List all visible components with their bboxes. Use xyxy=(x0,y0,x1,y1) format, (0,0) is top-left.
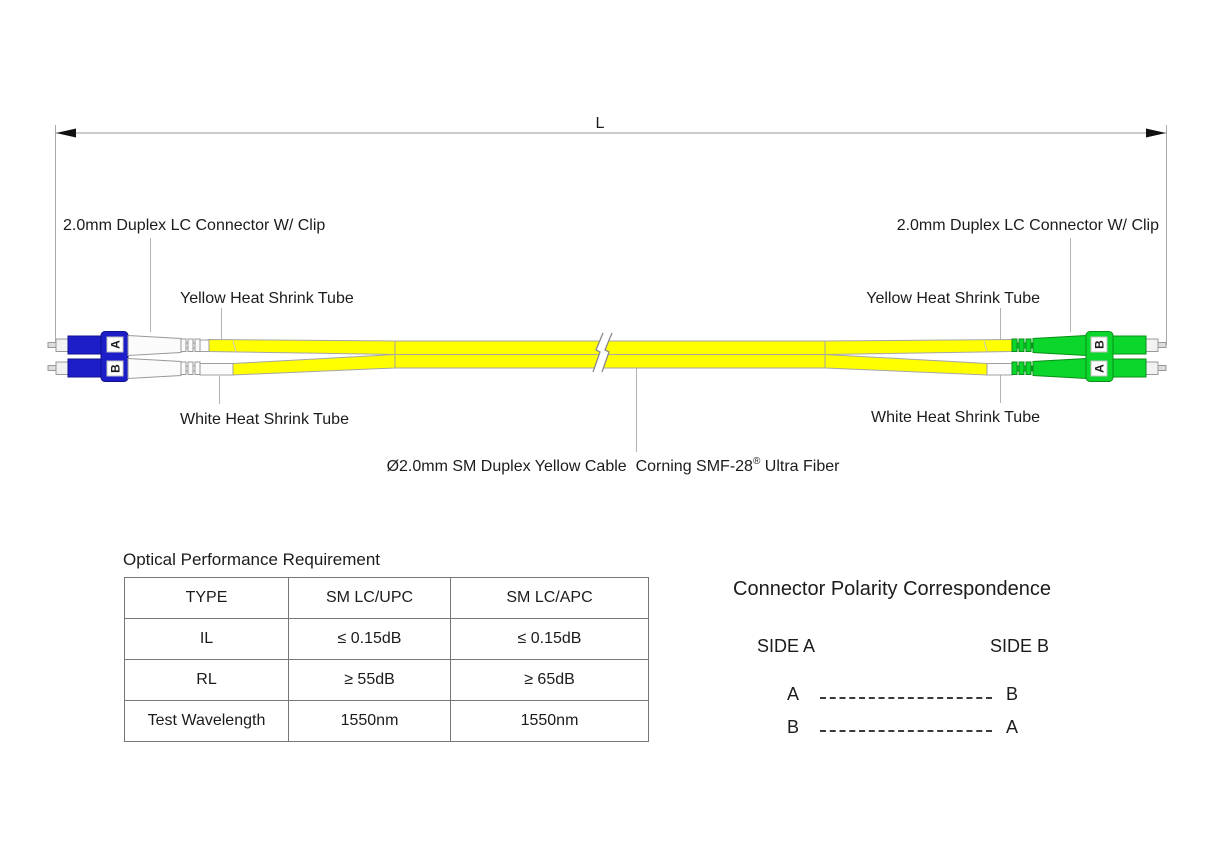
white-piece-top-left xyxy=(199,339,210,352)
table-cell-rl-label: RL xyxy=(125,660,289,701)
cable-band-bottom xyxy=(394,354,826,369)
port-label-square-right-top xyxy=(1090,336,1108,353)
cable-assembly-diagram: L xyxy=(47,115,1167,475)
table-cell-il-apc: ≤ 0.15dB xyxy=(451,619,649,660)
table-cell-rl-upc: ≥ 55dB xyxy=(289,660,451,701)
table-cell-il-upc: ≤ 0.15dB xyxy=(289,619,451,660)
label-connector-right: 2.0mm Duplex LC Connector W/ Clip xyxy=(897,217,1159,234)
break-symbol-icon xyxy=(592,332,613,373)
label-white-hs-left: White Heat Shrink Tube xyxy=(180,411,349,428)
table-header-apc: SM LC/APC xyxy=(451,578,649,619)
white-hs-bottom-right xyxy=(986,363,1013,376)
polarity-row1-from: A xyxy=(787,684,800,704)
cable-tube-bottom-left xyxy=(232,353,396,376)
table-title: Optical Performance Requirement xyxy=(123,550,381,569)
leader-lines xyxy=(150,238,1071,452)
label-cable-tail: Ultra Fiber xyxy=(760,458,840,475)
yellow-hs-boundary-left xyxy=(232,340,237,352)
polarity-row2-to: A xyxy=(1006,717,1019,737)
connector-body-bottom-left xyxy=(67,358,105,378)
port-letter-left-bottom: B xyxy=(109,364,123,373)
table-cell-wavelength-label: Test Wavelength xyxy=(125,701,289,742)
ferrule-tip-top-left xyxy=(47,342,57,348)
arrowhead-right-icon xyxy=(1146,128,1166,138)
ferrule-tip-top-right xyxy=(1157,342,1167,348)
connector-body-top-left xyxy=(67,335,105,355)
label-yellow-hs-right: Yellow Heat Shrink Tube xyxy=(866,290,1040,307)
cable-tube-top-left xyxy=(207,338,396,356)
label-white-hs-right: White Heat Shrink Tube xyxy=(871,409,1040,426)
connector-body-top-right xyxy=(1109,335,1147,355)
registered-mark: ® xyxy=(753,456,761,467)
dimension-lines xyxy=(55,125,1167,345)
ferrule-tip-bottom-right xyxy=(1157,365,1167,371)
boot-top-left xyxy=(127,334,182,357)
boot-bottom-right xyxy=(1032,357,1087,380)
ferrule-top-right xyxy=(1145,338,1159,352)
table-header-type: TYPE xyxy=(125,578,289,619)
dimension-label: L xyxy=(596,115,605,132)
table-cell-il-label: IL xyxy=(125,619,289,660)
label-connector-left: 2.0mm Duplex LC Connector W/ Clip xyxy=(63,217,325,234)
connector-left-upc: A B xyxy=(47,331,201,382)
arrowhead-left-icon xyxy=(56,128,76,138)
polarity-row2-from: B xyxy=(787,717,800,737)
port-letter-left-top: A xyxy=(109,340,123,349)
label-yellow-hs-left: Yellow Heat Shrink Tube xyxy=(180,290,354,307)
ferrule-bottom-right xyxy=(1145,361,1159,375)
optical-performance-table: TYPE SM LC/UPC SM LC/APC IL ≤ 0.15dB ≤ 0… xyxy=(124,577,649,742)
connector-body-bottom-right xyxy=(1109,358,1147,378)
ferrule-top-left xyxy=(55,338,69,352)
yellow-cable xyxy=(207,338,1013,376)
port-letter-right-top: B xyxy=(1093,340,1107,349)
polarity-row1-line xyxy=(820,697,992,699)
table-cell-rl-apc: ≥ 65dB xyxy=(451,660,649,701)
label-cable: Ø2.0mm SM Duplex Yellow Cable Corning SM… xyxy=(387,456,841,475)
white-hs-bottom-left xyxy=(199,363,234,376)
table-cell-wavelength-upc: 1550nm xyxy=(289,701,451,742)
ferrule-tip-bottom-left xyxy=(47,365,57,371)
polarity-side-b: SIDE B xyxy=(990,636,1050,656)
polarity-title: Connector Polarity Correspondence xyxy=(733,578,1051,600)
port-label-square-left-top xyxy=(106,336,124,353)
port-label-square-right-bottom xyxy=(1090,360,1108,377)
cable-tube-bottom-right xyxy=(824,353,988,376)
boot-bottom-left xyxy=(127,357,182,380)
boot-top-right xyxy=(1032,334,1087,357)
polarity-row2-line xyxy=(820,730,992,732)
yellow-hs-boundary-right xyxy=(983,340,988,352)
cable-band-top xyxy=(394,340,826,355)
table-header-upc: SM LC/UPC xyxy=(289,578,451,619)
ferrule-bottom-left xyxy=(55,361,69,375)
port-letter-right-bottom: A xyxy=(1093,364,1107,373)
table-cell-wavelength-apc: 1550nm xyxy=(451,701,649,742)
port-label-square-left-bottom xyxy=(106,360,124,377)
polarity-side-a: SIDE A xyxy=(757,636,816,656)
polarity-row1-to: B xyxy=(1006,684,1019,704)
label-cable-main: Ø2.0mm SM Duplex Yellow Cable Corning SM… xyxy=(387,458,753,475)
connector-right-apc: B A xyxy=(1011,331,1167,382)
